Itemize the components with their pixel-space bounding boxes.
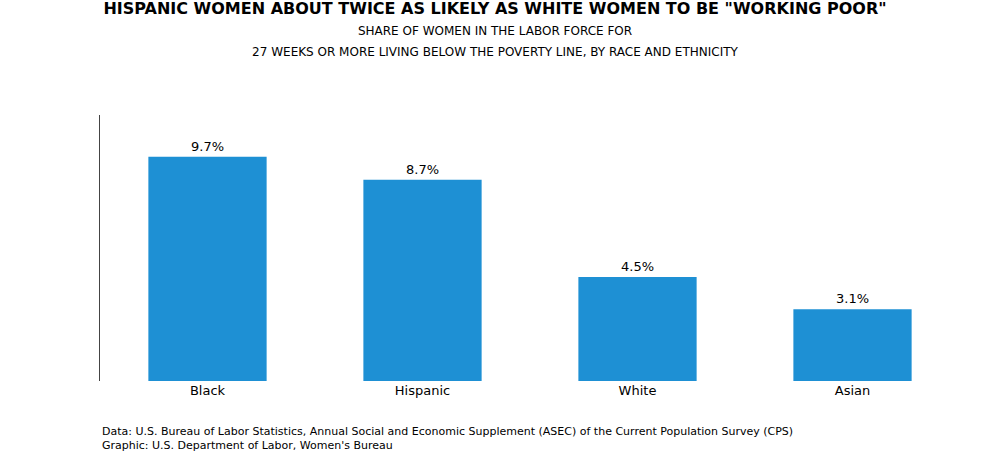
svg-text:3.1%: 3.1% [836,291,869,306]
svg-text:HISPANIC WOMEN ABOUT TWICE AS: HISPANIC WOMEN ABOUT TWICE AS LIKELY AS … [103,0,886,59]
svg-text:9.7%: 9.7% [191,139,224,154]
svg-text:4.5%: 4.5% [621,259,654,274]
svg-text:8.7%: 8.7% [406,162,439,177]
svg-text:White: White [619,383,657,398]
svg-text:Asian: Asian [835,383,870,398]
svg-text:Black: Black [190,383,226,398]
svg-text:Hispanic: Hispanic [395,383,450,398]
svg-text:Data: U.S. Bureau of Labor Sta: Data: U.S. Bureau of Labor Statistics, A… [102,425,793,452]
